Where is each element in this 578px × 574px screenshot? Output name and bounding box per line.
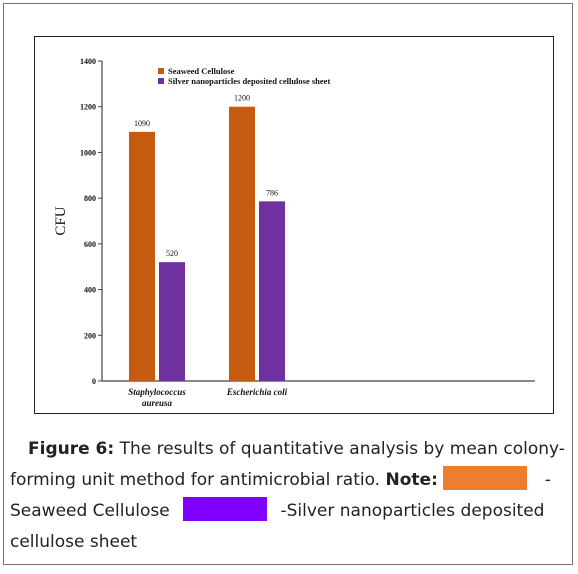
data-label: 1200 bbox=[234, 94, 250, 103]
dash-separator: - bbox=[544, 470, 551, 490]
y-tick-label: 600 bbox=[84, 240, 96, 249]
note-label: Note: bbox=[385, 470, 438, 490]
swatch-orange bbox=[443, 466, 528, 490]
y-tick-label: 1400 bbox=[80, 57, 96, 66]
figure-caption: Figure 6: The results of quantitative an… bbox=[10, 434, 568, 558]
seaweed-label: Seaweed Cellulose bbox=[10, 501, 170, 521]
caption-text-2: forming unit method for antimicrobial ra… bbox=[10, 470, 381, 490]
legend-label: Seaweed Cellulose bbox=[168, 66, 235, 76]
figure-frame: 0 200 400 600 800 1000 1200 1400 CFU 1090 1200 520 7… bbox=[3, 3, 573, 565]
figure-label: Figure 6: bbox=[28, 439, 115, 459]
y-tick-label: 400 bbox=[84, 286, 96, 295]
y-tick-label: 1200 bbox=[80, 103, 96, 112]
caption-last-line: cellulose sheet bbox=[10, 532, 138, 552]
bar-chart: 0 200 400 600 800 1000 1200 1400 CFU 1090 1200 520 7… bbox=[53, 57, 535, 408]
data-label: 520 bbox=[166, 249, 178, 258]
bar bbox=[229, 106, 255, 381]
legend-swatch bbox=[158, 78, 164, 84]
caption-text-1: The results of quantitative analysis by … bbox=[119, 439, 565, 459]
y-tick-label: 0 bbox=[92, 377, 96, 386]
y-tick-label: 200 bbox=[84, 331, 96, 340]
data-label: 786 bbox=[266, 188, 278, 197]
category-label: aureusa bbox=[142, 398, 173, 408]
bar bbox=[259, 201, 285, 381]
y-axis-label: CFU bbox=[53, 206, 69, 235]
legend-label: Silver nanoparticles deposited cellulose… bbox=[168, 76, 330, 86]
y-tick-label: 800 bbox=[84, 194, 96, 203]
silver-label: -Silver nanoparticles deposited bbox=[280, 501, 545, 521]
y-tick-label: 1000 bbox=[80, 148, 96, 157]
legend-swatch bbox=[158, 68, 164, 74]
category-label: Staphylococcus bbox=[128, 387, 186, 397]
category-label: Escherichia coli bbox=[226, 387, 288, 397]
data-label: 1090 bbox=[134, 119, 150, 128]
chart-box: 0 200 400 600 800 1000 1200 1400 CFU 1090 1200 520 7… bbox=[34, 36, 554, 414]
swatch-purple bbox=[183, 497, 268, 521]
bar bbox=[159, 262, 185, 381]
bar bbox=[129, 131, 155, 381]
